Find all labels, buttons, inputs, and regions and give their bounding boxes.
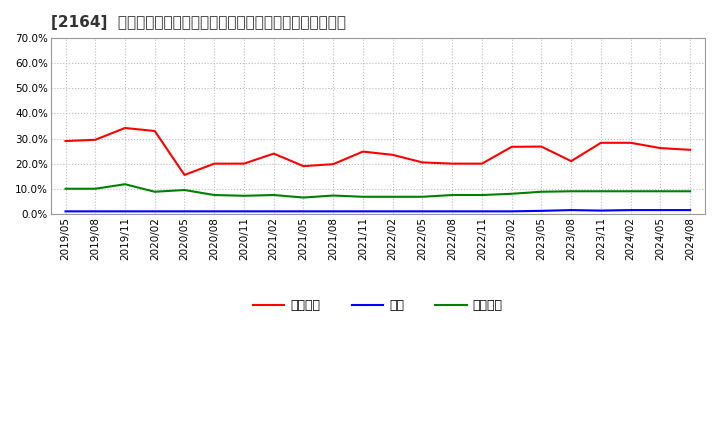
- 買入債務: [240, 193, 248, 198]
- Legend: 売上債権, 在庫, 買入債務: 売上債権, 在庫, 買入債務: [248, 294, 508, 317]
- 売上債権: [299, 164, 307, 169]
- 買入債務: [388, 194, 397, 199]
- 売上債権: [269, 151, 278, 156]
- 在庫: [180, 209, 189, 214]
- 買入債務: [121, 182, 130, 187]
- 在庫: [477, 209, 486, 214]
- 在庫: [537, 208, 546, 213]
- 在庫: [359, 209, 367, 214]
- 買入債務: [418, 194, 427, 199]
- 買入債務: [299, 195, 307, 200]
- 在庫: [269, 209, 278, 214]
- 在庫: [626, 207, 635, 213]
- 売上債権: [210, 161, 219, 166]
- 買入債務: [61, 186, 70, 191]
- 買入債務: [656, 189, 665, 194]
- Line: 売上債権: 売上債権: [66, 128, 690, 175]
- Text: [2164]  売上債権、在庫、買入債務の総資産に対する比率の推移: [2164] 売上債権、在庫、買入債務の総資産に対する比率の推移: [50, 15, 346, 30]
- 買入債務: [91, 186, 99, 191]
- 買入債務: [210, 192, 219, 198]
- 在庫: [61, 209, 70, 214]
- 売上債権: [150, 128, 159, 134]
- 買入債務: [329, 193, 338, 198]
- 買入債務: [477, 192, 486, 198]
- 在庫: [388, 209, 397, 214]
- 在庫: [686, 207, 695, 213]
- 売上債権: [91, 137, 99, 143]
- 売上債権: [329, 161, 338, 167]
- 売上債権: [418, 160, 427, 165]
- 売上債権: [240, 161, 248, 166]
- 在庫: [448, 209, 456, 214]
- 在庫: [299, 209, 307, 214]
- Line: 在庫: 在庫: [66, 210, 690, 211]
- 在庫: [121, 209, 130, 214]
- 売上債権: [359, 149, 367, 154]
- 買入債務: [448, 192, 456, 198]
- 売上債権: [61, 139, 70, 144]
- 売上債権: [477, 161, 486, 166]
- 在庫: [150, 209, 159, 214]
- 買入債務: [567, 189, 575, 194]
- 在庫: [567, 207, 575, 213]
- 在庫: [508, 209, 516, 214]
- 在庫: [656, 207, 665, 213]
- 売上債権: [180, 172, 189, 178]
- Line: 買入債務: 買入債務: [66, 184, 690, 198]
- 売上債権: [121, 125, 130, 131]
- 在庫: [597, 208, 606, 213]
- 在庫: [91, 209, 99, 214]
- 在庫: [418, 209, 427, 214]
- 在庫: [329, 209, 338, 214]
- 売上債権: [388, 152, 397, 158]
- 買入債務: [269, 192, 278, 198]
- 買入債務: [508, 191, 516, 196]
- 買入債務: [537, 189, 546, 194]
- 買入債務: [686, 189, 695, 194]
- 売上債権: [448, 161, 456, 166]
- 在庫: [210, 209, 219, 214]
- 売上債権: [567, 158, 575, 164]
- 買入債務: [150, 189, 159, 194]
- 在庫: [240, 209, 248, 214]
- 売上債権: [686, 147, 695, 153]
- 売上債権: [597, 140, 606, 146]
- 売上債権: [656, 146, 665, 151]
- 売上債権: [508, 144, 516, 150]
- 買入債務: [359, 194, 367, 199]
- 売上債権: [537, 144, 546, 149]
- 買入債務: [626, 189, 635, 194]
- 売上債権: [626, 140, 635, 146]
- 買入債務: [597, 189, 606, 194]
- 買入債務: [180, 187, 189, 193]
